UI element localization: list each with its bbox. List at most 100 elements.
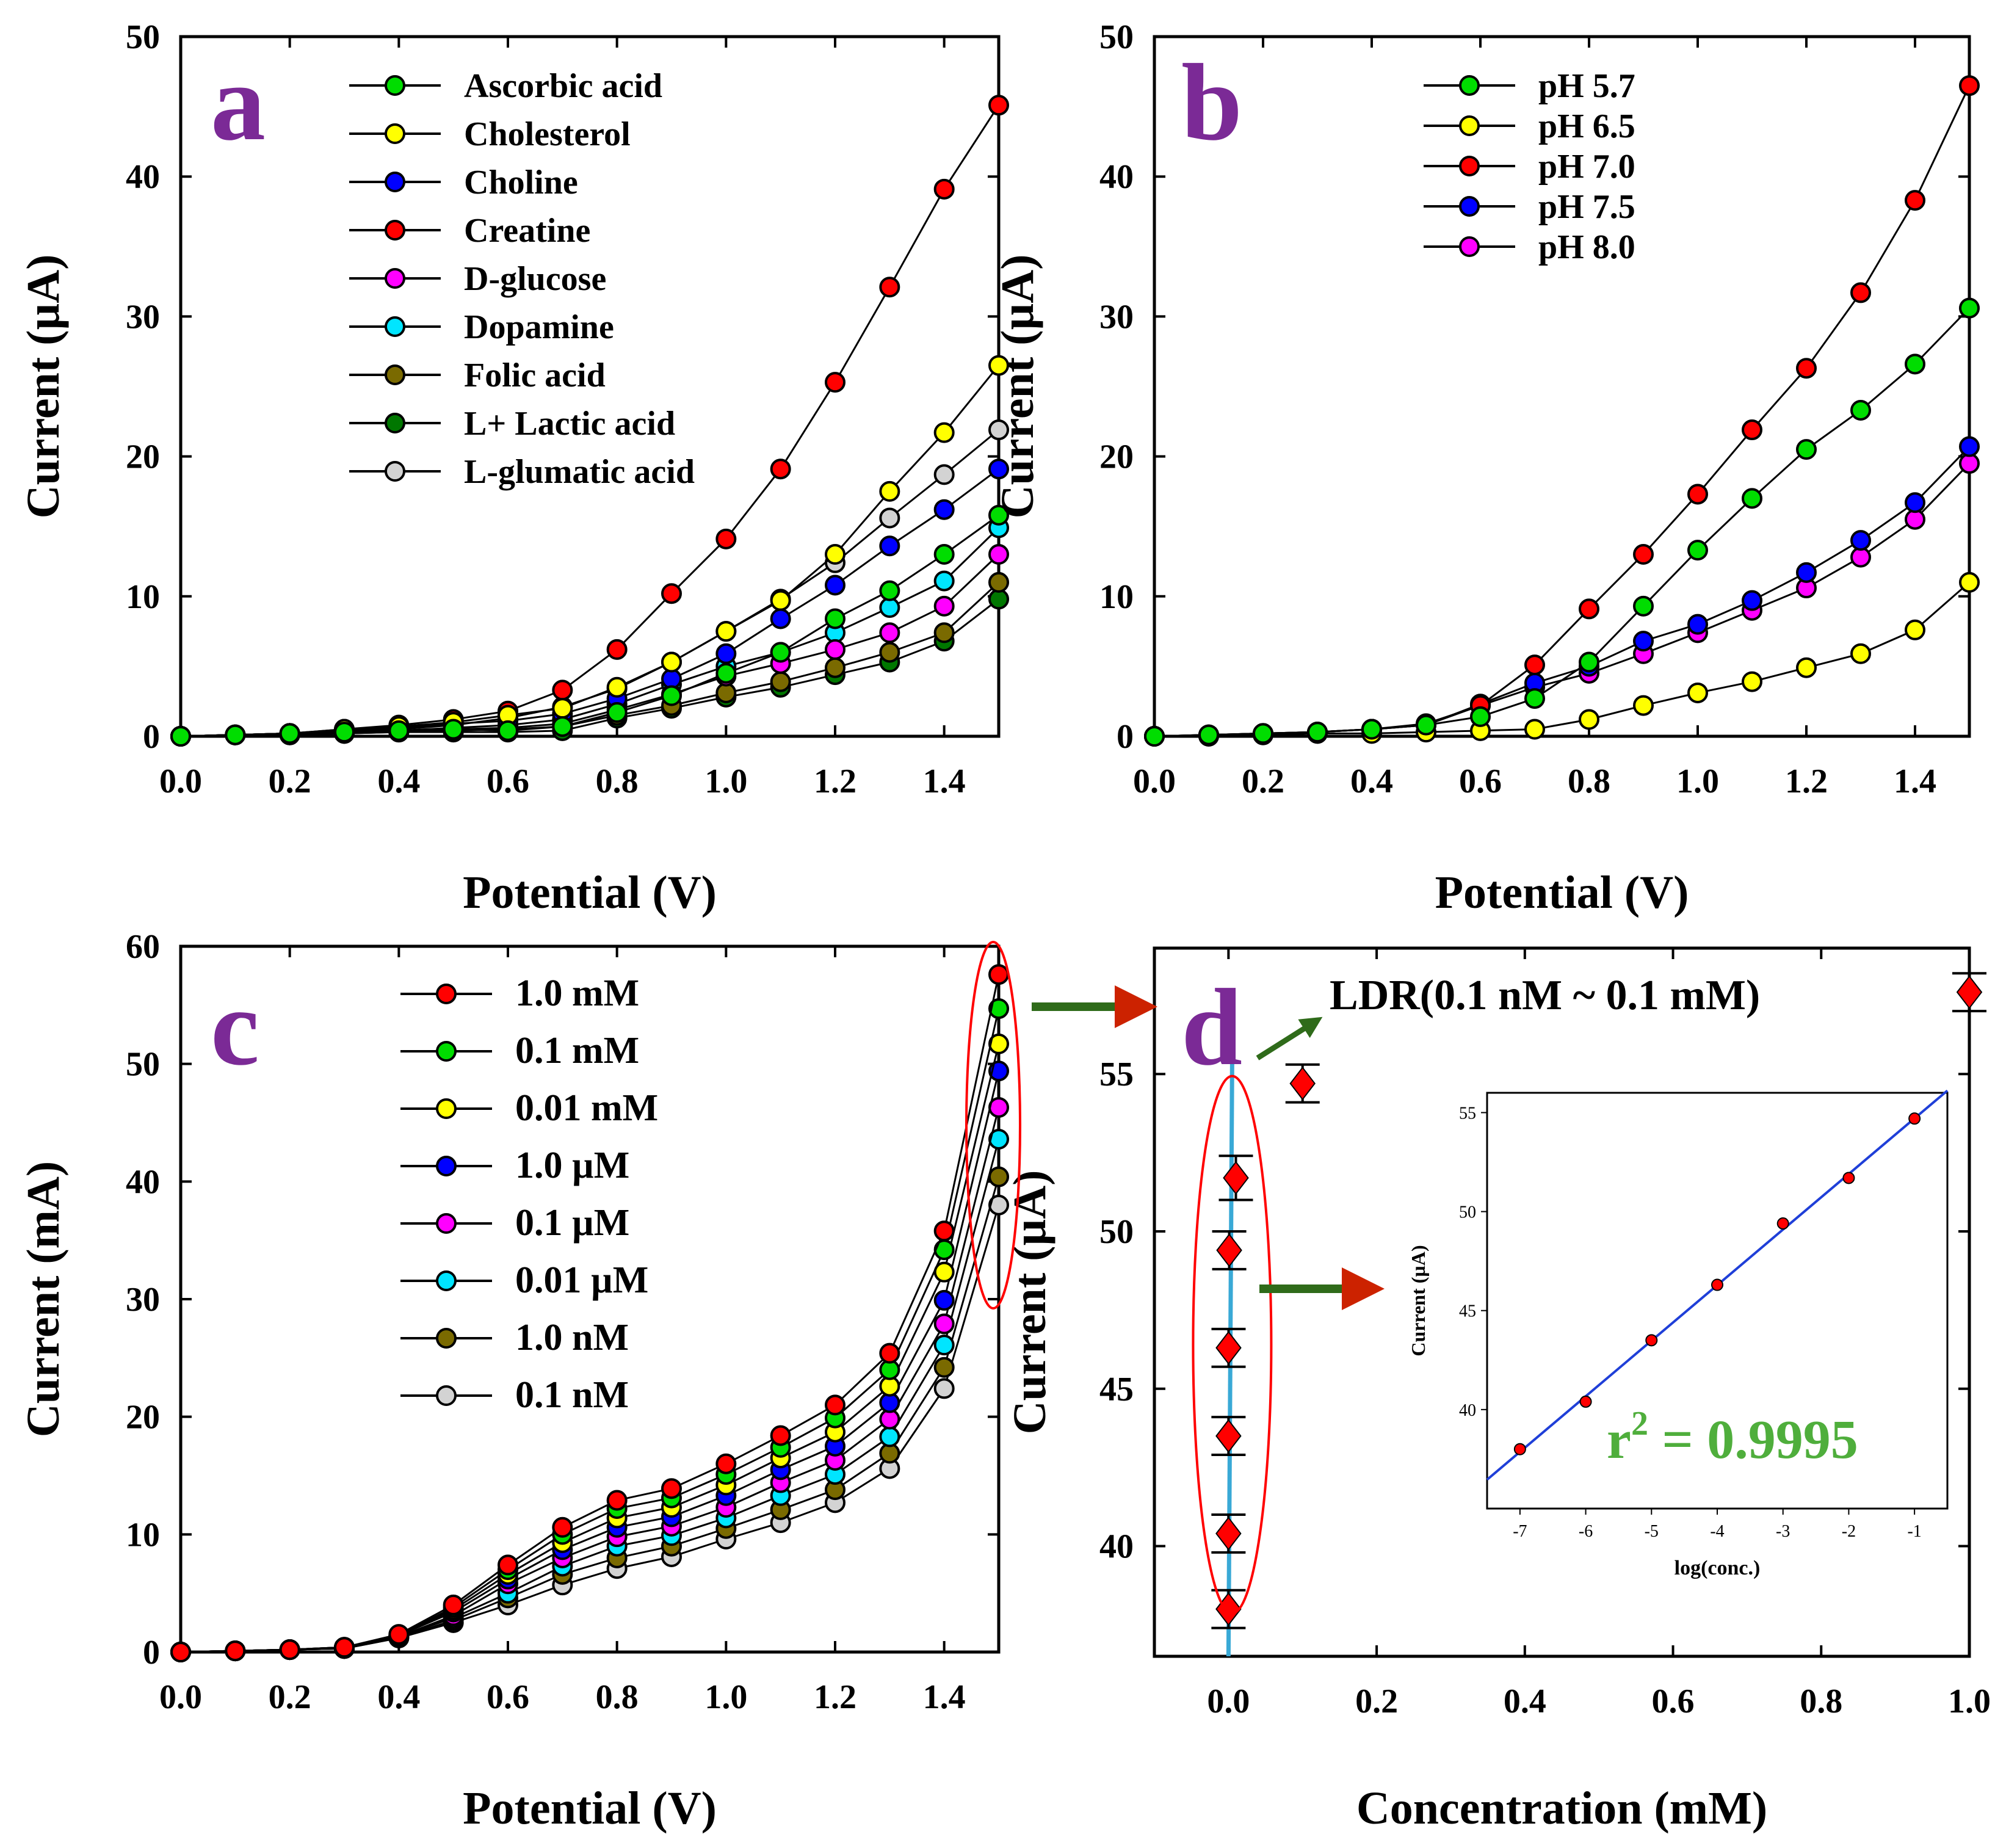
data-point	[770, 590, 791, 611]
data-point	[879, 1426, 900, 1448]
x-tick-label: 0.2	[269, 1678, 311, 1716]
inset-x-tick-label: -1	[1907, 1522, 1921, 1541]
inset-y-tick-label: 40	[1459, 1401, 1476, 1420]
data-point	[988, 964, 1009, 985]
legend-label: 1.0 mM	[515, 973, 639, 1014]
data-point	[988, 1194, 1009, 1216]
data-point	[279, 1639, 300, 1661]
data-point	[334, 1637, 355, 1658]
data-point	[770, 458, 791, 480]
legend-label: Dopamine	[464, 308, 614, 346]
data-point	[552, 716, 573, 737]
arrow-ldr	[1256, 1016, 1323, 1060]
data-point	[988, 544, 1009, 565]
legend-marker	[436, 1270, 457, 1291]
data-point	[388, 1624, 410, 1645]
data-point	[1524, 719, 1545, 740]
legend-marker	[436, 1041, 457, 1062]
legend-label: Folic acid	[464, 357, 606, 394]
y-tick-label: 0	[143, 1634, 160, 1672]
legend-marker	[1459, 196, 1480, 217]
data-point	[1215, 1592, 1242, 1626]
y-axis-title: Current (µA)	[18, 255, 69, 519]
series-line	[1154, 581, 1970, 737]
data-point	[661, 669, 682, 690]
data-point	[1687, 682, 1708, 703]
inset-data-point	[1776, 1217, 1789, 1230]
series-line	[180, 527, 1000, 737]
y-tick-label: 10	[126, 1516, 160, 1554]
y-tick-label: 30	[126, 1281, 160, 1319]
data-point	[661, 685, 682, 706]
inset-y-axis-title: Current (µA)	[1407, 1245, 1429, 1356]
x-tick-label: 0.8	[596, 763, 639, 800]
data-point	[606, 702, 628, 723]
data-point	[933, 1378, 955, 1399]
legend-marker	[1459, 236, 1480, 257]
data-point	[770, 642, 791, 663]
plot-frame	[179, 35, 1001, 738]
data-point	[879, 642, 900, 663]
panel-letter: c	[211, 966, 259, 1088]
x-tick-label: 0.4	[1504, 1683, 1546, 1720]
x-tick-label: 0.4	[1350, 763, 1393, 800]
data-point	[1742, 590, 1762, 611]
legend-marker	[436, 984, 457, 1004]
data-point	[1850, 530, 1871, 551]
r-squared-symbol: r	[1607, 1410, 1631, 1470]
series-line	[180, 581, 1000, 737]
series-line	[180, 468, 999, 737]
y-tick-label: 10	[1099, 578, 1134, 616]
data-point	[225, 1640, 246, 1662]
series-line	[1154, 446, 1971, 737]
x-tick-label: 0.2	[1242, 763, 1284, 800]
x-tick-label: 0.6	[487, 1678, 529, 1716]
data-point	[825, 544, 845, 565]
data-point	[879, 480, 900, 502]
data-point	[1850, 282, 1871, 303]
data-point	[1470, 706, 1491, 727]
y-tick-label: 20	[126, 438, 160, 476]
data-point	[1416, 714, 1436, 736]
ldr-annotation: LDR(0.1 nM ~ 0.1 mM)	[1330, 972, 1760, 1019]
x-tick-label: 0.0	[1207, 1683, 1250, 1720]
data-point	[988, 1033, 1009, 1054]
data-point	[1687, 540, 1708, 561]
data-point	[1742, 488, 1762, 509]
data-point	[1796, 657, 1817, 678]
data-point	[879, 1343, 900, 1364]
inset-data-point	[1842, 1172, 1855, 1184]
data-point	[933, 499, 955, 520]
data-point	[988, 355, 1009, 376]
legend-label: Choline	[464, 164, 578, 201]
y-tick-label: 30	[126, 298, 160, 336]
x-tick-label: 1.2	[814, 1678, 856, 1716]
data-point	[170, 726, 191, 747]
legend-label: 0.01 mM	[515, 1087, 658, 1129]
highlight-ellipse-c	[965, 941, 1021, 1310]
data-point	[1524, 654, 1545, 676]
data-point	[1253, 723, 1273, 744]
legend-label: Ascorbic acid	[464, 67, 662, 105]
data-point	[1687, 614, 1708, 635]
data-point	[661, 1478, 682, 1499]
legend-label: 0.1 µM	[515, 1202, 629, 1244]
x-tick-label: 0.0	[159, 1678, 202, 1716]
highlight-ellipse	[1192, 1074, 1273, 1615]
legend-label: 1.0 nM	[515, 1317, 629, 1358]
data-point	[1905, 619, 1925, 640]
y-tick-label: 20	[126, 1399, 160, 1437]
plot-frame	[1153, 35, 1971, 738]
data-point	[988, 504, 1009, 526]
data-point	[552, 698, 573, 719]
data-point	[770, 608, 791, 629]
y-tick-label: 50	[126, 18, 160, 56]
data-point	[1215, 1516, 1242, 1551]
x-tick-label: 1.4	[1894, 763, 1936, 800]
data-point	[1361, 719, 1382, 740]
x-tick-label: 1.2	[1785, 763, 1828, 800]
data-point	[1223, 1161, 1249, 1195]
x-tick-label: 0.2	[1355, 1683, 1398, 1720]
data-point	[1144, 726, 1165, 747]
data-point	[1959, 75, 1980, 96]
